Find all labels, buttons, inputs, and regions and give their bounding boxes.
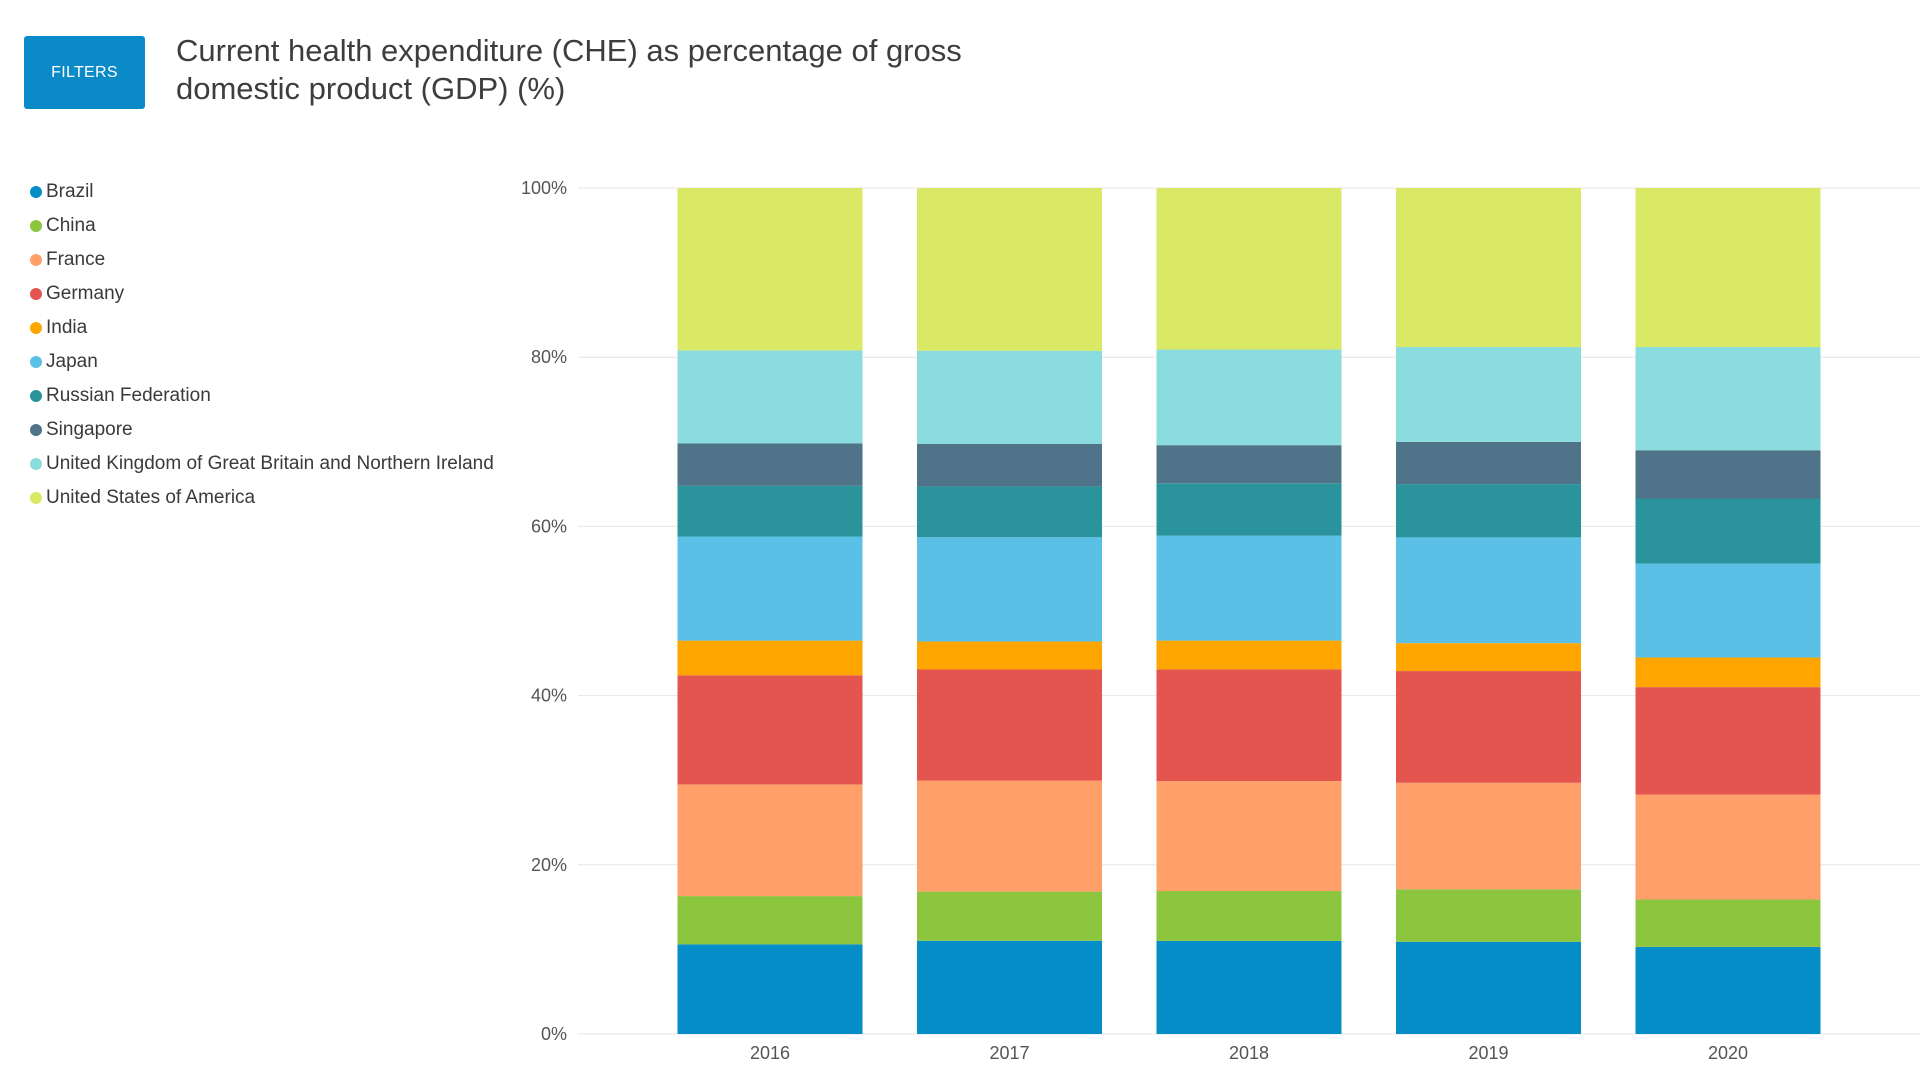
y-tick-label: 80% bbox=[531, 347, 567, 367]
legend-item[interactable]: Russian Federation bbox=[30, 379, 494, 413]
legend-marker bbox=[30, 356, 42, 368]
bar-segment[interactable] bbox=[1635, 687, 1821, 795]
bar-segment[interactable] bbox=[1635, 450, 1821, 499]
bars bbox=[677, 188, 1821, 1034]
legend-label: United Kingdom of Great Britain and Nort… bbox=[46, 453, 494, 474]
legend-marker bbox=[30, 390, 42, 402]
bar-segment[interactable] bbox=[677, 675, 863, 785]
legend-marker bbox=[30, 424, 42, 436]
bar-segment[interactable] bbox=[1635, 563, 1821, 658]
x-tick-label: 2020 bbox=[1708, 1043, 1748, 1063]
bar-segment[interactable] bbox=[1396, 671, 1581, 783]
bar-segment[interactable] bbox=[1156, 445, 1342, 484]
bar-segment[interactable] bbox=[1396, 782, 1581, 890]
y-tick-label: 0% bbox=[541, 1024, 567, 1044]
legend-item[interactable]: United Kingdom of Great Britain and Nort… bbox=[30, 447, 494, 481]
legend-marker bbox=[30, 322, 42, 334]
bar-segment[interactable] bbox=[1396, 537, 1581, 644]
legend-marker bbox=[30, 186, 42, 198]
legend-item[interactable]: India bbox=[30, 311, 494, 345]
bar-segment[interactable] bbox=[917, 891, 1102, 941]
bar-segment[interactable] bbox=[1635, 794, 1821, 900]
legend-label: Brazil bbox=[46, 181, 94, 202]
bar-segment[interactable] bbox=[1156, 483, 1342, 536]
legend-item[interactable]: France bbox=[30, 243, 494, 277]
legend-marker bbox=[30, 254, 42, 266]
bar-segment[interactable] bbox=[677, 640, 863, 676]
bar-segment[interactable] bbox=[677, 485, 863, 537]
x-tick-label: 2016 bbox=[750, 1043, 790, 1063]
legend-marker bbox=[30, 288, 42, 300]
bar-segment[interactable] bbox=[1396, 889, 1581, 942]
bar-segment[interactable] bbox=[1635, 899, 1821, 947]
legend-label: India bbox=[46, 317, 88, 338]
legend-item[interactable]: Japan bbox=[30, 345, 494, 379]
bar-segment[interactable] bbox=[917, 350, 1102, 445]
y-axis-ticks: 0% 20% 40% 60% 80% 100% bbox=[521, 178, 567, 1044]
legend-label: Germany bbox=[46, 283, 125, 304]
x-tick-label: 2017 bbox=[989, 1043, 1029, 1063]
legend-marker bbox=[30, 220, 42, 232]
bar-segment[interactable] bbox=[1156, 669, 1342, 782]
bar-segment[interactable] bbox=[1156, 188, 1342, 350]
legend-marker bbox=[30, 492, 42, 504]
bar-segment[interactable] bbox=[1396, 441, 1581, 485]
legend-label: Russian Federation bbox=[46, 385, 211, 406]
legend-marker bbox=[30, 458, 42, 470]
bar-segment[interactable] bbox=[1156, 535, 1342, 641]
bar-segment[interactable] bbox=[1396, 941, 1581, 1034]
legend-label: Singapore bbox=[46, 419, 133, 440]
bar-segment[interactable] bbox=[677, 188, 863, 351]
bar-segment[interactable] bbox=[1635, 946, 1821, 1034]
y-tick-label: 100% bbox=[521, 178, 567, 198]
legend-item[interactable]: Germany bbox=[30, 277, 494, 311]
bar-segment[interactable] bbox=[1396, 484, 1581, 538]
legend-item[interactable]: United States of America bbox=[30, 481, 494, 515]
bar-segment[interactable] bbox=[1156, 891, 1342, 941]
x-axis-ticks: 2016 2017 2018 2019 2020 bbox=[750, 1043, 1748, 1063]
bar-segment[interactable] bbox=[677, 350, 863, 444]
legend-label: China bbox=[46, 215, 96, 236]
legend-item[interactable]: Singapore bbox=[30, 413, 494, 447]
legend-item[interactable]: China bbox=[30, 209, 494, 243]
x-tick-label: 2019 bbox=[1468, 1043, 1508, 1063]
bar-segment[interactable] bbox=[917, 486, 1102, 538]
bar-segment[interactable] bbox=[677, 443, 863, 486]
bar-segment[interactable] bbox=[1635, 188, 1821, 348]
bar-segment[interactable] bbox=[917, 444, 1102, 487]
legend-item[interactable]: Brazil bbox=[30, 175, 494, 209]
y-tick-label: 60% bbox=[531, 516, 567, 536]
bar-segment[interactable] bbox=[1635, 347, 1821, 451]
legend-label: France bbox=[46, 249, 106, 270]
bar-segment[interactable] bbox=[1396, 188, 1581, 348]
chart-legend: Brazil China France Germany India Japan Russia… bbox=[30, 175, 494, 515]
legend-label: Japan bbox=[46, 351, 98, 372]
chart-title: Current health expenditure (CHE) as perc… bbox=[176, 33, 962, 106]
bar-segment[interactable] bbox=[917, 537, 1102, 642]
y-tick-label: 40% bbox=[531, 686, 567, 706]
filters-button[interactable]: FILTERS bbox=[24, 36, 145, 109]
bar-segment[interactable] bbox=[1396, 347, 1581, 442]
bar-segment[interactable] bbox=[1396, 643, 1581, 672]
bar-segment[interactable] bbox=[917, 188, 1102, 351]
x-tick-label: 2018 bbox=[1229, 1043, 1269, 1063]
bar-segment[interactable] bbox=[677, 784, 863, 897]
bar-segment[interactable] bbox=[1635, 498, 1821, 564]
bar-segment[interactable] bbox=[677, 536, 863, 641]
bar-segment[interactable] bbox=[677, 944, 863, 1034]
y-tick-label: 20% bbox=[531, 855, 567, 875]
bar-segment[interactable] bbox=[1156, 940, 1342, 1034]
legend-label: United States of America bbox=[46, 487, 256, 508]
bar-segment[interactable] bbox=[1156, 781, 1342, 892]
bar-segment[interactable] bbox=[1156, 640, 1342, 670]
bar-segment[interactable] bbox=[1156, 349, 1342, 446]
bar-segment[interactable] bbox=[1635, 657, 1821, 688]
bar-segment[interactable] bbox=[917, 641, 1102, 670]
bar-segment[interactable] bbox=[917, 940, 1102, 1034]
bar-segment[interactable] bbox=[917, 780, 1102, 892]
bar-segment[interactable] bbox=[677, 896, 863, 945]
bar-segment[interactable] bbox=[917, 669, 1102, 781]
